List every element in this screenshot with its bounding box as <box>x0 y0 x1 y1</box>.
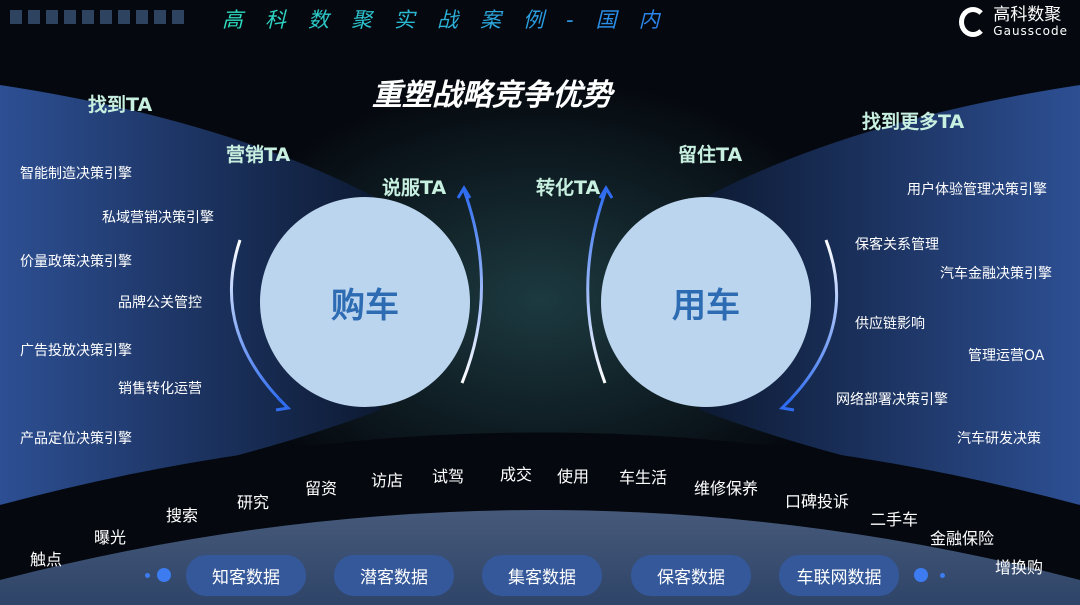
journey-step: 留资 <box>305 479 338 498</box>
left-item: 产品定位决策引擎 <box>20 431 132 447</box>
right-item: 汽车金融决策引擎 <box>940 266 1052 282</box>
logo-icon <box>959 7 988 37</box>
stage-convert-ta: 转化TA <box>536 177 601 199</box>
logo: 高科数聚 Gausscode <box>959 6 1068 38</box>
logo-en: Gausscode <box>993 24 1068 38</box>
left-item: 销售转化运营 <box>118 381 202 397</box>
right-item: 管理运营OA <box>968 348 1045 364</box>
logo-cn: 高科数聚 <box>993 5 1062 25</box>
header-title: 高科数聚实战案例-国内 <box>222 4 682 34</box>
dot-decoration <box>145 573 150 578</box>
stage-find-more-ta: 找到更多TA <box>862 111 965 133</box>
journey-step: 车生活 <box>619 468 668 487</box>
left-item: 智能制造决策引擎 <box>20 166 132 182</box>
journey-step: 二手车 <box>870 510 919 529</box>
right-item: 保客关系管理 <box>855 237 939 253</box>
dot-decoration <box>940 573 945 578</box>
left-item: 品牌公关管控 <box>118 295 202 311</box>
journey-step: 试驾 <box>432 467 465 486</box>
journey-step: 成交 <box>500 465 533 484</box>
journey-step: 维修保养 <box>694 479 759 498</box>
dot-decoration <box>157 568 171 582</box>
journey-step: 访店 <box>371 471 404 490</box>
data-pill: 车联网数据 <box>779 555 899 596</box>
data-pill: 保客数据 <box>631 555 751 596</box>
dot-decoration <box>914 568 928 582</box>
stage-find-ta: 找到TA <box>88 94 153 116</box>
journey-step: 搜索 <box>166 506 199 525</box>
right-item: 汽车研发决策 <box>957 431 1041 447</box>
data-pill: 知客数据 <box>186 555 306 596</box>
stage-market-ta: 营销TA <box>226 144 291 166</box>
data-pill: 集客数据 <box>482 555 602 596</box>
left-item: 广告投放决策引擎 <box>20 343 132 359</box>
journey-step: 曝光 <box>94 528 127 547</box>
journey-step: 触点 <box>30 550 63 569</box>
journey-step: 口碑投诉 <box>785 492 850 511</box>
stage-persuade-ta: 说服TA <box>382 177 447 199</box>
right-item: 供应链影响 <box>855 316 925 332</box>
left-item: 私域营销决策引擎 <box>102 210 214 226</box>
buy-car-circle: 购车 <box>260 197 470 407</box>
right-item: 用户体验管理决策引擎 <box>907 182 1047 198</box>
data-pill: 潜客数据 <box>334 555 454 596</box>
journey-step: 使用 <box>557 467 590 486</box>
left-item: 价量政策决策引擎 <box>20 254 132 270</box>
header-decoration <box>10 10 184 24</box>
journey-step: 增换购 <box>995 558 1044 577</box>
main-title: 重塑战略竞争优势 <box>372 78 612 113</box>
use-car-circle: 用车 <box>601 197 811 407</box>
journey-step: 研究 <box>237 493 270 512</box>
right-item: 网络部署决策引擎 <box>836 392 948 408</box>
stage-retain-ta: 留住TA <box>678 144 743 166</box>
journey-step: 金融保险 <box>930 529 995 548</box>
